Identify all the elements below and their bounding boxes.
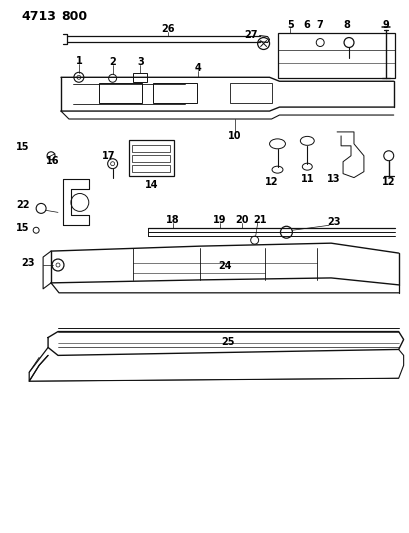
Text: 11: 11 [300,174,313,183]
Bar [153,83,197,103]
Text: 8: 8 [343,20,350,30]
Text: 23: 23 [21,258,35,268]
Bar [132,165,170,172]
Text: 3: 3 [137,58,144,67]
Text: 6: 6 [302,20,309,30]
Text: 14: 14 [144,180,158,190]
Bar [277,33,394,78]
Text: 18: 18 [166,215,180,225]
Bar [132,145,170,152]
Text: 4: 4 [194,63,201,74]
Bar [133,74,147,82]
Text: 20: 20 [234,215,248,225]
Bar [229,83,271,103]
Text: 23: 23 [326,217,340,227]
Text: 19: 19 [213,215,226,225]
Text: 4713: 4713 [21,10,56,23]
Text: 15: 15 [16,223,30,233]
Text: 24: 24 [218,261,231,271]
Text: 25: 25 [220,337,234,348]
Text: 22: 22 [16,200,30,211]
Bar [99,83,142,103]
Text: 12: 12 [381,176,395,187]
Text: 7: 7 [316,20,323,30]
Text: 26: 26 [161,23,175,34]
Bar [132,155,170,161]
Text: 10: 10 [227,131,241,141]
Text: 21: 21 [252,215,266,225]
Text: 13: 13 [326,174,340,183]
Text: 9: 9 [382,20,388,30]
Text: 16: 16 [46,156,60,166]
Text: 800: 800 [61,10,87,23]
Text: 15: 15 [16,142,30,152]
Text: 27: 27 [243,30,257,39]
Bar [128,140,174,175]
Text: 17: 17 [102,151,115,161]
Text: 2: 2 [109,58,116,67]
Text: 1: 1 [75,56,82,67]
Text: 12: 12 [264,176,278,187]
Text: 5: 5 [286,20,293,30]
